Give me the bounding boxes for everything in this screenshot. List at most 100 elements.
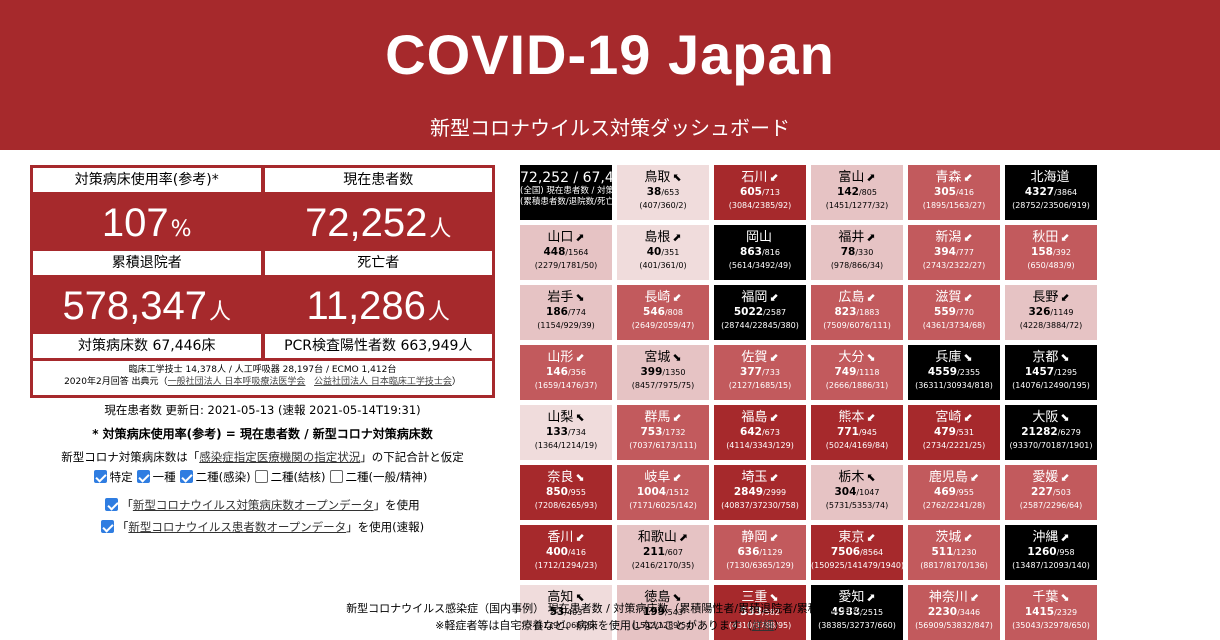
bed-type-checkbox[interactable]: [329, 470, 343, 483]
prefecture-cell[interactable]: 群馬 ⬋ 753/1732 (7037/6173/111): [617, 405, 709, 460]
use-beds-opendata[interactable]: 「新型コロナウイルス対策病床数オープンデータ」を使用: [30, 497, 495, 513]
bed-type-option[interactable]: 二種(感染): [179, 470, 251, 484]
bed-type-option[interactable]: 二種(一般/精神): [329, 470, 427, 484]
prefecture-cell[interactable]: 愛媛 ⬋ 227/503 (2587/2296/64): [1005, 465, 1097, 520]
prefecture-name: 三重: [741, 590, 768, 605]
prefecture-cell[interactable]: 東京 ⬋ 7506/8564 (150925/141479/1940): [811, 525, 903, 580]
prefecture-cell[interactable]: 岐阜 ⬋ 1004/1512 (7171/6025/142): [617, 465, 709, 520]
prefecture-cell[interactable]: 秋田 ⬋ 158/392 (650/483/9): [1005, 225, 1097, 280]
prefecture-cell[interactable]: 北海道 4327/3864 (28752/23506/919): [1005, 165, 1097, 220]
source-link-clinical-engineers[interactable]: 公益社団法人 日本臨床工学技士会: [314, 377, 452, 387]
trend-arrow-icon: ⬈: [678, 531, 689, 544]
prefecture-cell[interactable]: 石川 ⬋ 605/713 (3084/2385/92): [714, 165, 806, 220]
prefecture-cell[interactable]: 沖縄 ⬈ 1260/958 (13487/12093/140): [1005, 525, 1097, 580]
prefecture-cell[interactable]: 佐賀 ⬋ 377/733 (2127/1685/15): [714, 345, 806, 400]
prefecture-cell[interactable]: 福島 ⬋ 642/673 (4114/3343/129): [714, 405, 806, 460]
bed-count: /816: [761, 248, 780, 257]
current-patients: 511: [931, 546, 954, 558]
prefecture-name: 東京: [838, 530, 865, 545]
source-line: 2020年2月回答 出典元（一般社団法人 日本呼吸療法医学会 公益社団法人 日本…: [33, 376, 492, 388]
prefecture-cell[interactable]: 福井 ⬈ 78/330 (978/866/34): [811, 225, 903, 280]
footer-line2-prefix: ※軽症者等は自宅療養など、病床を使用しないことがあります（: [435, 619, 752, 632]
prefecture-counts: 863/816: [714, 246, 806, 260]
prefecture-cell[interactable]: 高知 ⬉ 53/403 (1139/1066/20): [520, 585, 612, 640]
bed-rate-number: 107: [101, 201, 169, 245]
bed-type-option[interactable]: 一種: [136, 470, 176, 484]
prefecture-cell[interactable]: 奈良 ⬊ 850/955 (7208/6265/93): [520, 465, 612, 520]
prefecture-cell[interactable]: 静岡 ⬋ 636/1129 (7130/6365/129): [714, 525, 806, 580]
prefecture-cell[interactable]: 山口 ⬈ 448/1564 (2279/1781/50): [520, 225, 612, 280]
prefecture-cell[interactable]: 岡山 863/816 (5614/3492/49): [714, 225, 806, 280]
source-link-respiratory[interactable]: 一般社団法人 日本呼吸療法医学会: [167, 377, 306, 387]
cumulative-counts: (1712/1294/23): [534, 561, 598, 570]
bed-type-option[interactable]: 特定: [93, 470, 133, 484]
prefecture-cell[interactable]: 長崎 ⬋ 546/808 (2649/2059/47): [617, 285, 709, 340]
designation-status-link[interactable]: 感染症指定医療機関の指定状況: [199, 450, 361, 464]
prefecture-cell[interactable]: 熊本 ⬋ 771/945 (5024/4169/84): [811, 405, 903, 460]
bed-count: /356: [567, 368, 586, 377]
prefecture-cell[interactable]: 福岡 ⬋ 5022/2587 (28744/22845/380): [714, 285, 806, 340]
national-summary-cell[interactable]: 72,252 / 67,446 (全国) 現在患者数 / 対策病床数* (累積患…: [520, 165, 612, 220]
bed-count: /1512: [666, 488, 690, 497]
trend-arrow-icon: ⬊: [866, 351, 876, 364]
prefecture-cell[interactable]: 長野 ⬋ 326/1149 (4228/3884/72): [1005, 285, 1097, 340]
prefecture-cell[interactable]: 青森 ⬋ 305/416 (1895/1563/27): [908, 165, 1000, 220]
bed-count: /733: [761, 368, 780, 377]
use-patients-opendata[interactable]: 「新型コロナウイルス患者数オープンデータ」を使用(速報): [30, 519, 495, 535]
prefecture-name: 宮崎: [935, 410, 962, 425]
prefecture-cell[interactable]: 京都 ⬊ 1457/1295 (14076/12490/195): [1005, 345, 1097, 400]
prefecture-cell[interactable]: 新潟 ⬋ 394/777 (2743/2322/27): [908, 225, 1000, 280]
cumulative-counts: (5024/4169/84): [825, 441, 889, 450]
cumulative-counts: (1139/1066/20): [534, 621, 598, 630]
prefecture-cell[interactable]: 大分 ⬊ 749/1118 (2666/1886/31): [811, 345, 903, 400]
prefecture-cell[interactable]: 鳥取 ⬉ 38/653 (407/360/2): [617, 165, 709, 220]
prefecture-counts: 38/653: [617, 186, 709, 200]
prefecture-cell[interactable]: 富山 ⬈ 142/805 (1451/1277/32): [811, 165, 903, 220]
beds-opendata-link[interactable]: 新型コロナウイルス対策病床数オープンデータ: [132, 498, 374, 512]
prefecture-cell[interactable]: 愛知 ⬈ 4988/2515 (38385/32737/660): [811, 585, 903, 640]
cumulative-counts: (93370/70187/1901): [1009, 441, 1093, 450]
prefecture-name-row: 岡山: [714, 229, 806, 246]
prefecture-name: 愛知: [838, 590, 865, 605]
deaths-label: 死亡者: [264, 251, 492, 275]
prefecture-name-row: 茨城 ⬋: [908, 529, 1000, 546]
prefecture-cell[interactable]: 徳島 ⬊ 199/543 (1542/1289/54): [617, 585, 709, 640]
prefecture-cell[interactable]: 三重 ⬊ 533/582 (4310/3788/95): [714, 585, 806, 640]
prefecture-cell[interactable]: 岩手 ⬊ 186/774 (1154/929/39): [520, 285, 612, 340]
bed-type-checkbox[interactable]: [136, 470, 150, 483]
prefecture-cell[interactable]: 宮城 ⬊ 399/1350 (8457/7975/75): [617, 345, 709, 400]
prefecture-counts: 1260/958: [1005, 546, 1097, 560]
prefecture-cell[interactable]: 茨城 ⬋ 511/1230 (8817/8170/136): [908, 525, 1000, 580]
prefecture-cell[interactable]: 滋賀 ⬋ 559/770 (4361/3734/68): [908, 285, 1000, 340]
prefecture-cell[interactable]: 山形 ⬋ 146/356 (1659/1476/37): [520, 345, 612, 400]
prefecture-cell[interactable]: 神奈川 ⬋ 2230/3446 (56909/53832/847): [908, 585, 1000, 640]
bed-type-checkbox[interactable]: [179, 470, 193, 483]
prefecture-cell[interactable]: 鹿児島 ⬋ 469/955 (2762/2241/28): [908, 465, 1000, 520]
use-beds-opendata-checkbox[interactable]: [105, 498, 119, 511]
bed-type-checkbox[interactable]: [93, 470, 107, 483]
prefecture-cell[interactable]: 島根 ⬈ 40/351 (401/361/0): [617, 225, 709, 280]
prefecture-cell[interactable]: 千葉 ⬊ 1415/2329 (35043/32978/650): [1005, 585, 1097, 640]
prefecture-cell[interactable]: 山梨 ⬉ 133/734 (1364/1214/19): [520, 405, 612, 460]
bed-type-checkbox[interactable]: [254, 470, 268, 483]
trend-arrow-icon: ⬋: [769, 351, 779, 364]
prefecture-cell[interactable]: 栃木 ⬉ 304/1047 (5731/5353/74): [811, 465, 903, 520]
bed-type-option[interactable]: 二種(結核): [254, 470, 326, 484]
prefecture-cell[interactable]: 埼玉 ⬋ 2849/2999 (40837/37230/758): [714, 465, 806, 520]
cumulative-counts: (2743/2322/27): [922, 261, 986, 270]
prefecture-cell[interactable]: 大阪 ⬊ 21282/6279 (93370/70187/1901): [1005, 405, 1097, 460]
prefecture-cell[interactable]: 香川 ⬋ 400/416 (1712/1294/23): [520, 525, 612, 580]
current-patients: 133: [546, 426, 568, 438]
prefecture-name: 徳島: [644, 590, 671, 605]
prefecture-cell[interactable]: 広島 ⬋ 823/1883 (7509/6076/111): [811, 285, 903, 340]
bed-count: /2515: [860, 608, 884, 617]
prefecture-cell[interactable]: 和歌山 ⬈ 211/607 (2416/2170/35): [617, 525, 709, 580]
trend-arrow-icon: ⬊: [769, 591, 779, 604]
prefecture-name-row: 群馬 ⬋: [617, 409, 709, 426]
bed-count: /955: [955, 488, 974, 497]
patients-opendata-link[interactable]: 新型コロナウイルス患者数オープンデータ: [128, 520, 347, 534]
prefecture-cell[interactable]: 兵庫 ⬊ 4559/2355 (36311/30934/818): [908, 345, 1000, 400]
use-patients-opendata-checkbox[interactable]: [100, 520, 114, 533]
prefecture-cell[interactable]: 宮崎 ⬋ 479/531 (2734/2221/25): [908, 405, 1000, 460]
details-link[interactable]: 詳細: [751, 619, 774, 632]
